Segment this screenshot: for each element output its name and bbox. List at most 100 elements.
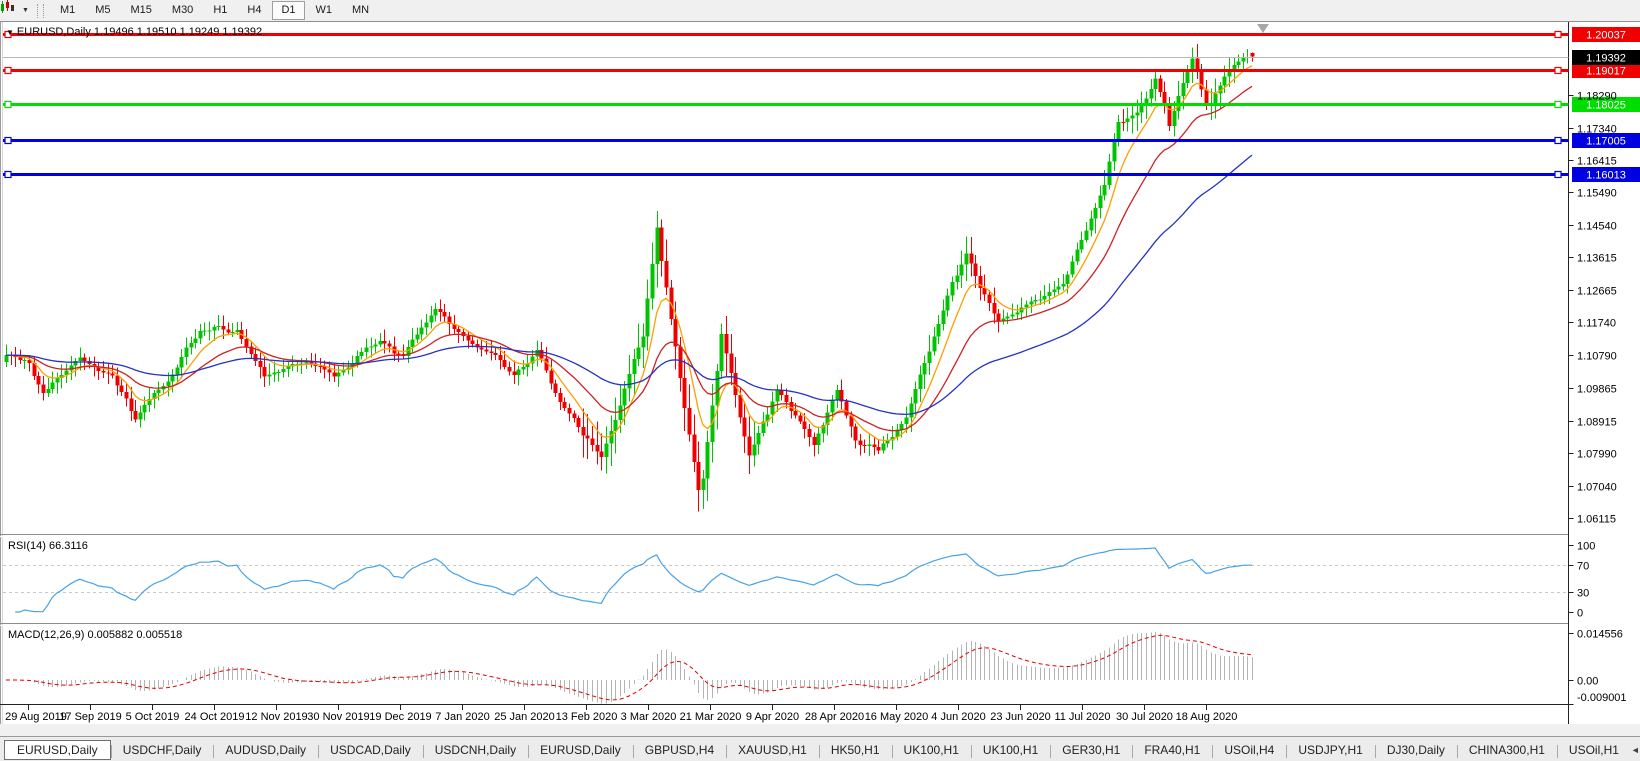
chevron-down-icon[interactable]: ▼ bbox=[22, 7, 29, 14]
tab-scroll-left-icon[interactable]: ◄ bbox=[1630, 744, 1640, 755]
candle-body bbox=[867, 444, 872, 446]
candle-body bbox=[719, 333, 724, 371]
chart-tab-GER30-H1[interactable]: GER30,H1 bbox=[1050, 740, 1132, 760]
time-tick-label[interactable]: 16 May 2020 bbox=[865, 711, 929, 723]
candle-body bbox=[156, 389, 161, 394]
timeframe-button-D1[interactable]: D1 bbox=[272, 1, 305, 20]
price-tick-label: 1.07990 bbox=[1577, 449, 1617, 461]
chart-tab-FRA40-H1[interactable]: FRA40,H1 bbox=[1132, 740, 1212, 760]
candle-body bbox=[899, 424, 904, 430]
hline-handle[interactable] bbox=[4, 100, 12, 109]
chart-tab-HK50-H1[interactable]: HK50,H1 bbox=[818, 740, 892, 760]
candle-body bbox=[1213, 93, 1218, 104]
chart-tab-EURUSD-Daily[interactable]: EURUSD,Daily bbox=[4, 739, 111, 760]
chart-tab-DJ30-Daily[interactable]: DJ30,Daily bbox=[1374, 740, 1457, 760]
candle-body bbox=[1130, 115, 1135, 119]
candle-body bbox=[230, 331, 235, 333]
time-tick-label[interactable]: 19 Dec 2019 bbox=[369, 711, 431, 723]
candle-body bbox=[770, 401, 775, 415]
chart-context-arrow-icon[interactable]: ▼ bbox=[6, 28, 14, 37]
time-tick-label[interactable]: 12 Nov 2019 bbox=[245, 711, 307, 723]
candle-body bbox=[475, 344, 480, 348]
time-tick-label[interactable]: 4 Jun 2020 bbox=[931, 711, 985, 723]
time-tick-label[interactable]: 21 Mar 2020 bbox=[680, 711, 742, 723]
timeframe-button-M1[interactable]: M1 bbox=[59, 4, 76, 16]
timeframe-button-H4[interactable]: H4 bbox=[247, 4, 262, 16]
chart-shift-marker-icon[interactable] bbox=[1257, 24, 1269, 33]
macd-tick-label: -0.009001 bbox=[1577, 692, 1627, 704]
time-tick-label[interactable]: 11 Jul 2020 bbox=[1054, 711, 1110, 723]
candle-body bbox=[752, 444, 757, 456]
time-tick-label[interactable]: 28 Apr 2020 bbox=[805, 711, 864, 723]
chart-tab-USOil-H4[interactable]: USOil,H4 bbox=[1212, 740, 1286, 760]
hline-handle[interactable] bbox=[4, 30, 12, 39]
hline-handle[interactable] bbox=[4, 170, 12, 179]
hline-handle[interactable] bbox=[1554, 100, 1562, 109]
candle-body bbox=[1084, 230, 1089, 241]
hline-handle[interactable] bbox=[1554, 136, 1562, 145]
time-tick-label[interactable]: 17 Sep 2019 bbox=[59, 711, 121, 723]
chart-tab-USDCNH-Daily[interactable]: USDCNH,Daily bbox=[422, 740, 528, 760]
hline-handle[interactable] bbox=[1554, 30, 1562, 39]
timeframe-button-W1[interactable]: W1 bbox=[315, 4, 333, 16]
time-tick-label[interactable]: 30 Jul 2020 bbox=[1116, 711, 1173, 723]
candle-body bbox=[858, 440, 863, 445]
time-tick-label[interactable]: 25 Jan 2020 bbox=[494, 711, 555, 723]
candle-body bbox=[1047, 292, 1052, 296]
timeframe-button-H1[interactable]: H1 bbox=[213, 4, 228, 16]
candle-body bbox=[687, 408, 692, 435]
chart-tab-USOil-H1[interactable]: USOil,H1 bbox=[1556, 740, 1631, 760]
hline-handle[interactable] bbox=[1554, 170, 1562, 179]
candle-body bbox=[913, 389, 918, 404]
candle-body bbox=[466, 336, 471, 341]
candle-body bbox=[849, 415, 854, 427]
time-tick-label[interactable]: 3 Mar 2020 bbox=[621, 711, 677, 723]
price-tick-label: 1.12665 bbox=[1577, 286, 1617, 298]
time-tick-label[interactable]: 9 Apr 2020 bbox=[746, 711, 799, 723]
candle-body bbox=[447, 316, 452, 324]
hline-handle[interactable] bbox=[1554, 66, 1562, 75]
hline-price-tag-text: 1.16013 bbox=[1586, 170, 1626, 182]
hline-handle[interactable] bbox=[4, 136, 12, 145]
timeframe-button-MN[interactable]: MN bbox=[352, 4, 370, 16]
moving-averages bbox=[5, 65, 1253, 442]
candle-body bbox=[318, 365, 323, 367]
chart-tool-icon[interactable] bbox=[1, 0, 21, 19]
chart-tab-USDCAD-Daily[interactable]: USDCAD,Daily bbox=[318, 740, 423, 760]
candle-body bbox=[1149, 89, 1154, 99]
timeframe-button-M15[interactable]: M15 bbox=[130, 4, 152, 16]
hline-price-tag-text: 1.19017 bbox=[1586, 66, 1626, 78]
candle-body bbox=[821, 425, 826, 434]
candle-body bbox=[641, 336, 646, 348]
chart-tab-USDJPY-H1[interactable]: USDJPY,H1 bbox=[1286, 740, 1374, 760]
chart-tab-UK100-H1[interactable]: UK100,H1 bbox=[970, 740, 1050, 760]
candle-body bbox=[844, 401, 849, 416]
candle-body bbox=[55, 378, 60, 383]
candle-body bbox=[170, 374, 175, 382]
candle-body bbox=[802, 421, 807, 429]
chart-tab-AUDUSD-Daily[interactable]: AUDUSD,Daily bbox=[213, 740, 318, 760]
time-tick-label[interactable]: 7 Jan 2020 bbox=[435, 711, 489, 723]
chart-tool-icon-glyph bbox=[1, 0, 14, 13]
timeframe-button-M30[interactable]: M30 bbox=[171, 4, 194, 16]
candle-body bbox=[276, 371, 281, 373]
time-tick-label[interactable]: 23 Jun 2020 bbox=[990, 711, 1051, 723]
timeframe-button-M5[interactable]: M5 bbox=[95, 4, 111, 16]
time-tick-label[interactable]: 13 Feb 2020 bbox=[556, 711, 618, 723]
chart-tab-UK100-H1[interactable]: UK100,H1 bbox=[891, 740, 971, 760]
price-chart[interactable]: 1.20037 1.19017 1.18025 1.17005 1.16013 1.193… bbox=[0, 0, 1640, 736]
chart-tab-GBPUSD-H4[interactable]: GBPUSD,H4 bbox=[632, 740, 726, 760]
toolbar-grip[interactable] bbox=[36, 3, 44, 18]
time-tick-label[interactable]: 24 Oct 2019 bbox=[185, 711, 245, 723]
time-tick-label[interactable]: 30 Nov 2019 bbox=[307, 711, 369, 723]
hline-price-tag bbox=[1572, 27, 1640, 42]
time-tick-label[interactable]: 5 Oct 2019 bbox=[126, 711, 180, 723]
chart-tab-XAUUSD-H1[interactable]: XAUUSD,H1 bbox=[726, 740, 819, 760]
chart-tab-EURUSD-Daily[interactable]: EURUSD,Daily bbox=[528, 740, 633, 760]
time-tick-label[interactable]: 29 Aug 2019 bbox=[5, 711, 67, 723]
hline-handle[interactable] bbox=[4, 66, 12, 75]
chart-tab-USDCHF-Daily[interactable]: USDCHF,Daily bbox=[110, 740, 214, 760]
chart-tab-CHINA300-H1[interactable]: CHINA300,H1 bbox=[1456, 740, 1557, 760]
time-tick-label[interactable]: 18 Aug 2020 bbox=[1176, 711, 1238, 723]
candle-body bbox=[73, 361, 78, 366]
